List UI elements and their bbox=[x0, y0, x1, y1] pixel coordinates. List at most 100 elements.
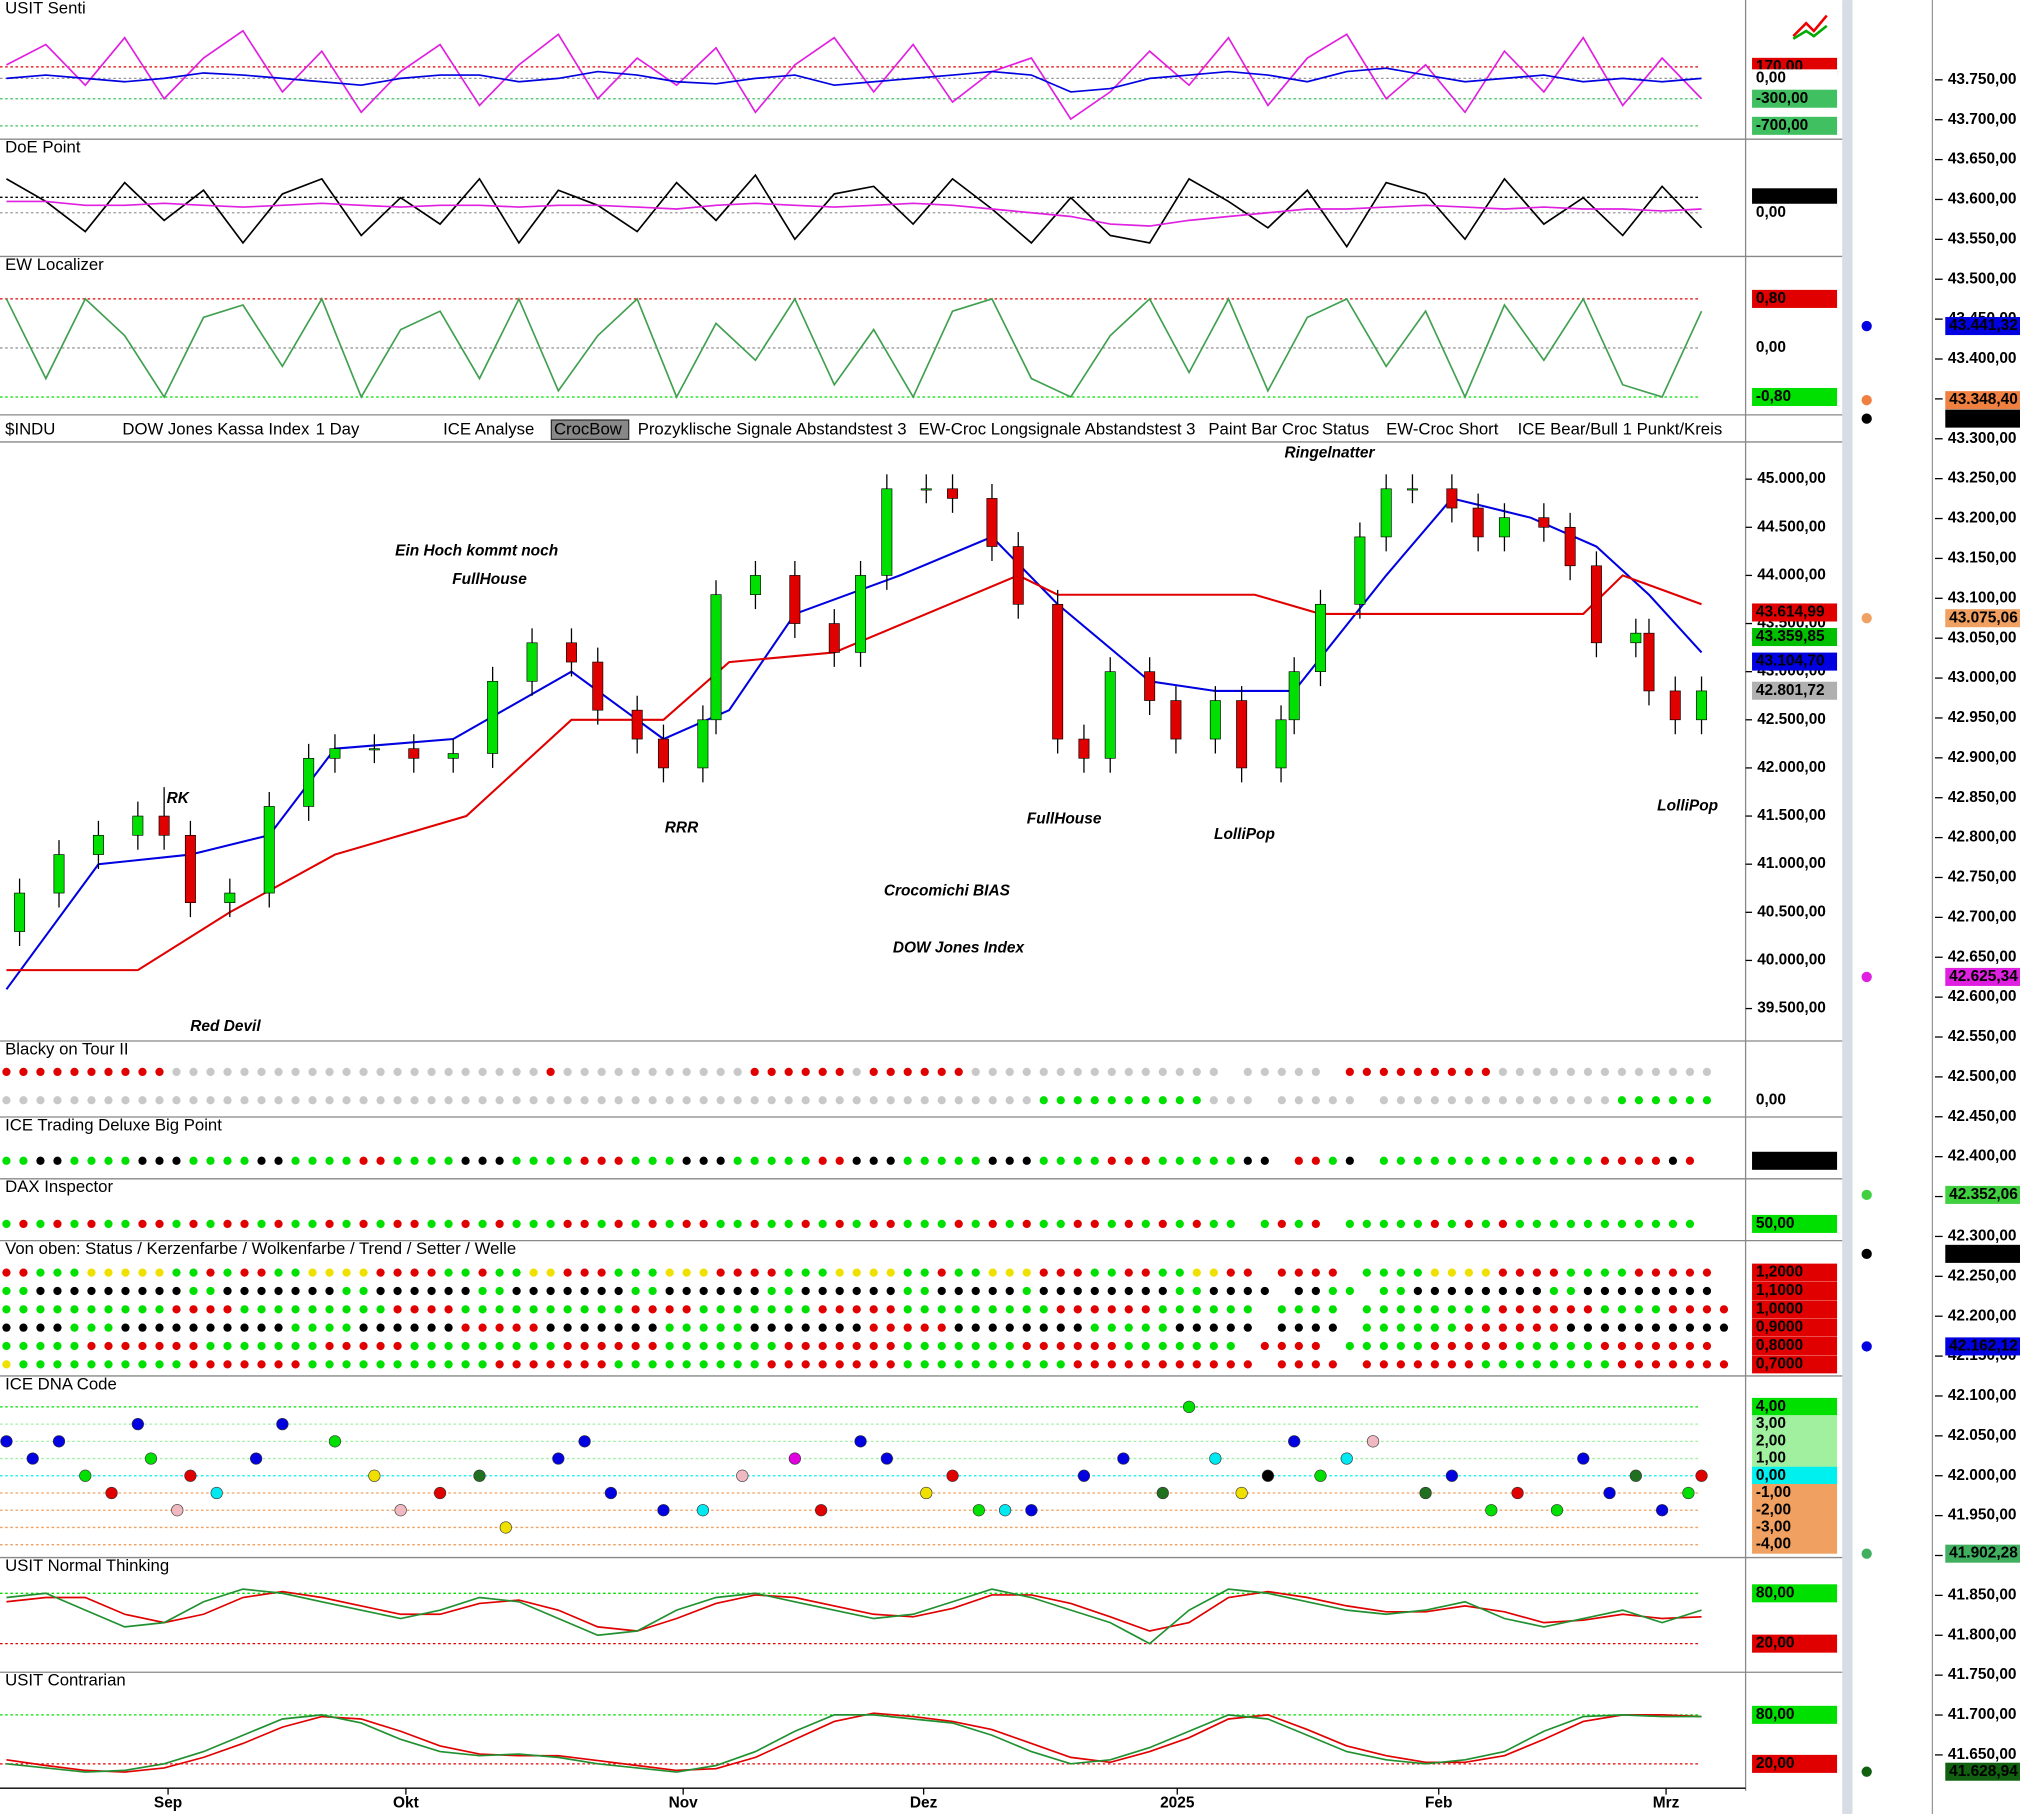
annotation: LolliPop bbox=[1657, 798, 1718, 815]
toolbar-item[interactable]: ICE Bear/Bull 1 Punkt/Kreis bbox=[1518, 420, 1723, 439]
price-tag: 41.902,28 bbox=[1949, 1545, 2018, 1562]
signal-dot bbox=[1209, 1156, 1218, 1165]
signal-dot bbox=[138, 1305, 147, 1314]
signal-dot bbox=[529, 1323, 538, 1332]
y-tick-label: 43.550,00 bbox=[1948, 230, 2017, 247]
signal-dot bbox=[393, 1067, 402, 1077]
y-tick-label: 42.500,00 bbox=[1948, 1068, 2017, 1085]
dna-point bbox=[1629, 1469, 1642, 1482]
signal-dot bbox=[1668, 1067, 1678, 1077]
signal-dot bbox=[1396, 1156, 1405, 1165]
signal-dot bbox=[988, 1156, 997, 1165]
signal-dot bbox=[852, 1156, 861, 1165]
signal-dot bbox=[87, 1067, 96, 1077]
signal-dot bbox=[2, 1219, 11, 1229]
signal-dot bbox=[1311, 1067, 1320, 1077]
signal-dot bbox=[1345, 1067, 1354, 1077]
toolbar-item[interactable]: CrocBow bbox=[554, 420, 623, 439]
signal-dot bbox=[240, 1156, 249, 1165]
signal-dot bbox=[1396, 1268, 1405, 1277]
signal-dot bbox=[1702, 1096, 1712, 1105]
signal-dot bbox=[274, 1360, 283, 1369]
y-tick-label: 42.950,00 bbox=[1948, 709, 2017, 726]
y-tick-label: 1,00 bbox=[1756, 1450, 1786, 1467]
signal-dot bbox=[87, 1219, 96, 1229]
candle-body bbox=[855, 575, 867, 653]
signal-dot bbox=[750, 1067, 759, 1077]
y-tick-label-box bbox=[1752, 188, 1838, 207]
signal-dot bbox=[1192, 1305, 1201, 1314]
signal-dot bbox=[1039, 1305, 1048, 1314]
candle-body bbox=[224, 892, 236, 904]
signal-dot bbox=[1039, 1341, 1048, 1351]
signal-dot bbox=[1583, 1268, 1593, 1277]
toolbar-item[interactable]: EW-Croc Short bbox=[1386, 420, 1499, 439]
signal-dot bbox=[121, 1219, 130, 1229]
signal-dot bbox=[954, 1286, 963, 1296]
signal-dot bbox=[1566, 1341, 1576, 1351]
signal-dot bbox=[1396, 1096, 1405, 1105]
signal-dot bbox=[427, 1286, 436, 1296]
signal-dot bbox=[529, 1219, 538, 1229]
signal-dot bbox=[87, 1096, 96, 1105]
signal-dot bbox=[835, 1360, 844, 1369]
signal-dot bbox=[546, 1323, 555, 1332]
signal-dot bbox=[818, 1305, 827, 1314]
signal-dot bbox=[733, 1067, 742, 1077]
signal-dot bbox=[19, 1268, 28, 1277]
signal-dot bbox=[1430, 1268, 1439, 1277]
signal-dot bbox=[342, 1156, 351, 1165]
signal-dot bbox=[1260, 1341, 1269, 1351]
toolbar-item[interactable]: $INDU bbox=[5, 420, 55, 439]
annotation: RRR bbox=[665, 819, 699, 836]
signal-dot bbox=[1430, 1286, 1439, 1296]
signal-dot bbox=[903, 1286, 912, 1296]
signal-dot bbox=[206, 1096, 215, 1105]
signal-dot bbox=[410, 1096, 419, 1105]
signal-dot bbox=[1481, 1156, 1491, 1165]
candle-body bbox=[184, 834, 196, 904]
signal-dot bbox=[903, 1219, 912, 1229]
signal-dot bbox=[1600, 1219, 1610, 1229]
signal-dot bbox=[1379, 1286, 1388, 1296]
signal-dot bbox=[1175, 1286, 1184, 1296]
signal-dot bbox=[1379, 1067, 1388, 1077]
signal-dot bbox=[1379, 1305, 1388, 1314]
signal-dot bbox=[1124, 1323, 1133, 1332]
toolbar-item[interactable]: 1 Day bbox=[316, 420, 360, 439]
signal-dot bbox=[784, 1067, 793, 1077]
signal-dot bbox=[1651, 1156, 1661, 1165]
price-tag-box bbox=[1945, 1544, 2020, 1563]
toolbar-item[interactable]: Prozyklische Signale Abstandstest 3 bbox=[638, 420, 907, 439]
toolbar-icon[interactable] bbox=[1792, 14, 1828, 40]
signal-dot bbox=[563, 1323, 572, 1332]
signal-dot bbox=[1192, 1156, 1201, 1165]
candle-body bbox=[1354, 536, 1366, 605]
toolbar-item[interactable]: EW-Croc Longsignale Abstandstest 3 bbox=[919, 420, 1196, 439]
signal-dot bbox=[325, 1156, 334, 1165]
signal-dot bbox=[1447, 1341, 1456, 1351]
overlay-line bbox=[5, 497, 1703, 990]
y-tick-label: -700,00 bbox=[1756, 117, 1808, 134]
signal-dot bbox=[1039, 1219, 1048, 1229]
signal-dot bbox=[1362, 1341, 1371, 1351]
dna-point bbox=[1261, 1469, 1275, 1482]
signal-dot bbox=[1481, 1219, 1491, 1229]
candle-body bbox=[53, 854, 65, 894]
signal-dot bbox=[206, 1268, 215, 1277]
signal-dot bbox=[1430, 1067, 1439, 1077]
signal-dot bbox=[563, 1286, 572, 1296]
candle-body bbox=[1012, 546, 1024, 605]
toolbar-item[interactable]: DOW Jones Kassa Index bbox=[122, 420, 310, 439]
signal-dot bbox=[869, 1156, 878, 1165]
signal-dot bbox=[104, 1305, 113, 1314]
signal-dot bbox=[1192, 1268, 1201, 1277]
panel-title: DAX Inspector bbox=[5, 1177, 113, 1196]
signal-dot bbox=[886, 1219, 895, 1229]
price-tag-box bbox=[1945, 317, 2020, 336]
toolbar-item[interactable]: ICE Analyse bbox=[443, 420, 534, 439]
signal-dot bbox=[546, 1219, 555, 1229]
signal-dot bbox=[1651, 1219, 1661, 1229]
splitter[interactable] bbox=[1842, 0, 1853, 1814]
toolbar-item[interactable]: Paint Bar Croc Status bbox=[1208, 420, 1369, 439]
